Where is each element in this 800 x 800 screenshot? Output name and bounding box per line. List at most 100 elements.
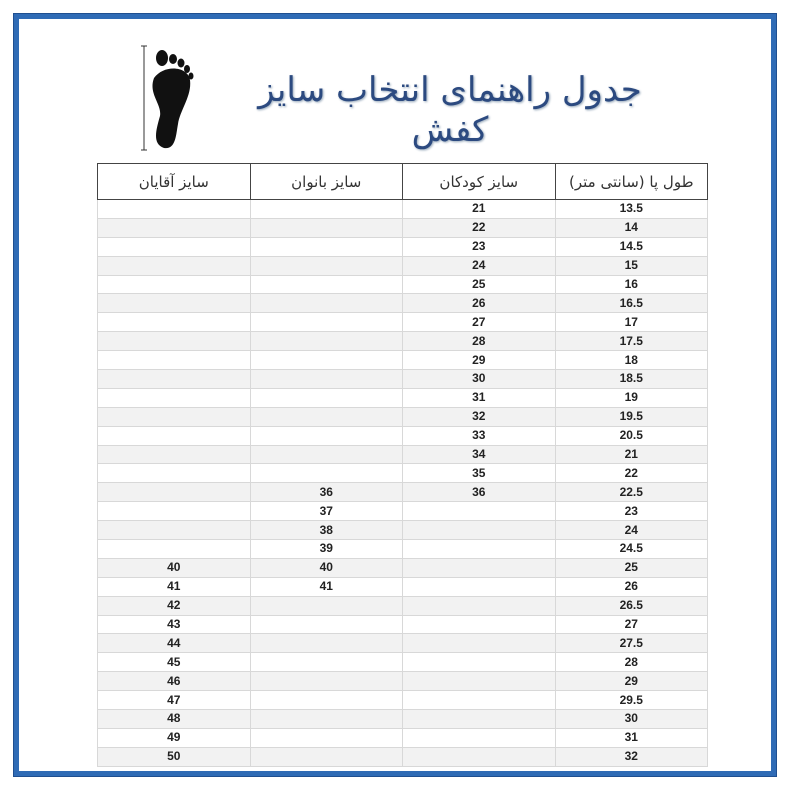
cell-women-size <box>249 746 403 767</box>
table-row: 18.5 30 <box>97 369 708 389</box>
table-row: 16.5 26 <box>97 293 708 314</box>
table-row: 14 22 <box>97 217 708 238</box>
cell-kids-size <box>402 727 556 748</box>
cell-foot-length: 14 <box>554 217 708 238</box>
cell-women-size <box>249 236 403 257</box>
cell-women-size <box>249 652 403 673</box>
cell-men-size <box>97 444 251 465</box>
cell-men-size <box>97 501 251 522</box>
cell-kids-size: 21 <box>402 199 556 219</box>
cell-men-size <box>97 312 251 333</box>
cell-kids-size <box>402 652 556 673</box>
cell-women-size: 41 <box>249 576 403 597</box>
cell-kids-size: 33 <box>402 425 556 446</box>
cell-kids-size: 22 <box>402 217 556 238</box>
cell-kids-size <box>402 557 556 578</box>
cell-women-size <box>249 293 403 314</box>
cell-foot-length: 29.5 <box>554 690 708 711</box>
cell-kids-size: 32 <box>402 406 556 427</box>
cell-women-size <box>249 595 403 616</box>
cell-foot-length: 30 <box>554 709 708 729</box>
cell-kids-size <box>402 539 556 559</box>
cell-men-size: 50 <box>97 746 251 767</box>
cell-kids-size <box>402 671 556 692</box>
cell-foot-length: 29 <box>554 671 708 692</box>
cell-kids-size: 36 <box>402 482 556 503</box>
cell-women-size: 36 <box>249 482 403 503</box>
cell-women-size <box>249 312 403 333</box>
cell-men-size <box>97 463 251 484</box>
cell-women-size <box>249 274 403 295</box>
cell-men-size <box>97 331 251 352</box>
cell-kids-size: 25 <box>402 274 556 295</box>
cell-kids-size: 30 <box>402 369 556 389</box>
cell-men-size <box>97 425 251 446</box>
cell-men-size: 46 <box>97 671 251 692</box>
cell-foot-length: 26.5 <box>554 595 708 616</box>
table-row: 26.5 42 <box>97 595 708 616</box>
cell-women-size <box>249 614 403 635</box>
cell-women-size <box>249 369 403 389</box>
cell-foot-length: 23 <box>554 501 708 522</box>
cell-men-size: 40 <box>97 557 251 578</box>
table-row: 18 29 <box>97 350 708 371</box>
cell-men-size: 43 <box>97 614 251 635</box>
cell-kids-size: 27 <box>402 312 556 333</box>
cell-kids-size <box>402 633 556 654</box>
cell-men-size <box>97 369 251 389</box>
cell-foot-length: 13.5 <box>554 199 708 219</box>
cell-kids-size <box>402 614 556 635</box>
header-men-size: سایز آقایان <box>97 163 251 200</box>
cell-women-size <box>249 255 403 276</box>
table-row: 28 45 <box>97 652 708 673</box>
table-row: 29.5 47 <box>97 690 708 711</box>
cell-women-size: 37 <box>249 501 403 522</box>
table-row: 14.5 23 <box>97 236 708 257</box>
cell-foot-length: 17 <box>554 312 708 333</box>
cell-men-size: 47 <box>97 690 251 711</box>
cell-men-size <box>97 406 251 427</box>
table-row: 31 49 <box>97 727 708 748</box>
cell-men-size <box>97 274 251 295</box>
table-row: 24 38 <box>97 520 708 541</box>
table-row: 27.5 44 <box>97 633 708 654</box>
cell-foot-length: 26 <box>554 576 708 597</box>
cell-kids-size: 24 <box>402 255 556 276</box>
cell-women-size <box>249 387 403 408</box>
cell-kids-size: 34 <box>402 444 556 465</box>
cell-men-size <box>97 217 251 238</box>
cell-kids-size <box>402 709 556 729</box>
cell-kids-size <box>402 520 556 541</box>
cell-women-size: 40 <box>249 557 403 578</box>
table-row: 21 34 <box>97 444 708 465</box>
cell-men-size <box>97 387 251 408</box>
cell-kids-size: 23 <box>402 236 556 257</box>
table-row: 15 24 <box>97 255 708 276</box>
cell-men-size: 45 <box>97 652 251 673</box>
cell-foot-length: 28 <box>554 652 708 673</box>
table-row: 23 37 <box>97 501 708 522</box>
cell-women-size <box>249 463 403 484</box>
cell-foot-length: 31 <box>554 727 708 748</box>
table-row: 13.5 21 <box>97 199 708 219</box>
cell-kids-size <box>402 746 556 767</box>
cell-kids-size: 31 <box>402 387 556 408</box>
cell-foot-length: 18 <box>554 350 708 371</box>
cell-kids-size: 28 <box>402 331 556 352</box>
cell-kids-size <box>402 690 556 711</box>
header-kids-size: سایز کودکان <box>402 163 556 200</box>
cell-men-size <box>97 199 251 219</box>
cell-men-size: 49 <box>97 727 251 748</box>
cell-women-size <box>249 727 403 748</box>
cell-kids-size: 29 <box>402 350 556 371</box>
cell-women-size <box>249 199 403 219</box>
cell-women-size <box>249 633 403 654</box>
cell-women-size <box>249 406 403 427</box>
cell-women-size <box>249 217 403 238</box>
cell-foot-length: 17.5 <box>554 331 708 352</box>
cell-men-size <box>97 350 251 371</box>
size-table: طول پا (سانتی متر) سایز کودکان سایز بانو… <box>97 163 708 767</box>
table-header-row: طول پا (سانتی متر) سایز کودکان سایز بانو… <box>97 163 708 200</box>
cell-men-size <box>97 520 251 541</box>
cell-foot-length: 18.5 <box>554 369 708 389</box>
